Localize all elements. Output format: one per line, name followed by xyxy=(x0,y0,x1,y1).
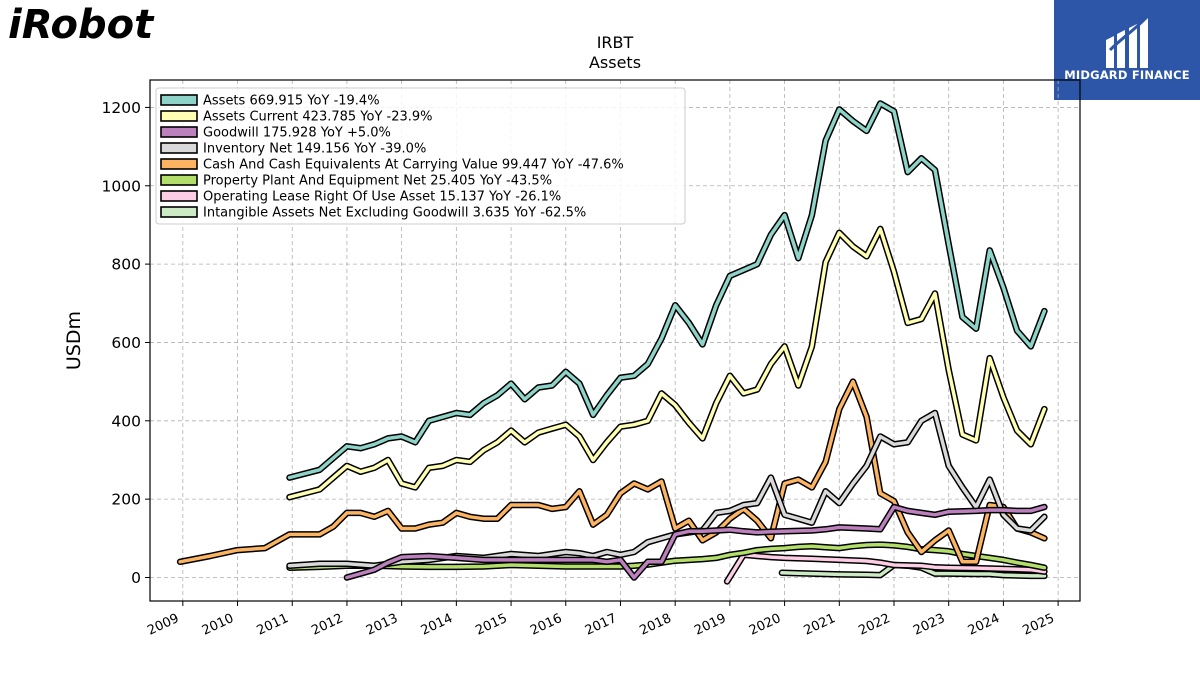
legend-item: Goodwill 175.928 YoY +5.0% xyxy=(160,126,391,141)
legend-label: Goodwill 175.928 YoY +5.0% xyxy=(203,126,391,141)
x-tick-label: 2012 xyxy=(309,611,345,639)
series-1 xyxy=(286,225,1048,501)
legend-label: Cash And Cash Equivalents At Carrying Va… xyxy=(203,158,624,173)
legend-item: Cash And Cash Equivalents At Carrying Va… xyxy=(160,158,624,173)
x-tick-label: 2011 xyxy=(255,611,291,639)
legend-swatch xyxy=(160,110,198,122)
series-line xyxy=(287,542,1047,570)
x-axis: 2009 2010 2011 2012 2013 2014 2015 2016 2017 2018… xyxy=(145,601,1059,639)
plot-frame xyxy=(149,79,1081,602)
y-tick-label: 800 xyxy=(111,256,141,274)
y-tick-label: 600 xyxy=(111,334,141,352)
y-axis: 0 200 400 600 800 1000 1200 xyxy=(102,99,150,587)
series-4 xyxy=(176,378,1048,566)
midgard-finance-logo-mark xyxy=(1106,14,1150,68)
legend-box xyxy=(155,87,686,225)
legend-item: Property Plant And Equipment Net 25.405 … xyxy=(160,174,552,189)
series-line xyxy=(287,101,1047,480)
x-tick-label: 2009 xyxy=(145,611,181,639)
legend-item: Assets 669.915 YoY -19.4% xyxy=(160,94,380,109)
series-line xyxy=(345,505,1047,580)
legend-swatch xyxy=(160,126,198,138)
y-tick-label: 0 xyxy=(131,569,141,587)
series-line xyxy=(287,411,1047,568)
legend-item: Operating Lease Right Of Use Asset 15.13… xyxy=(160,190,561,205)
legend-label: Intangible Assets Net Excluding Goodwill… xyxy=(203,206,586,221)
series-outline xyxy=(286,225,1048,501)
legend-item: Assets Current 423.785 YoY -23.9% xyxy=(160,110,433,125)
legend: Assets 669.915 YoY -19.4%Assets Current … xyxy=(155,87,686,225)
x-tick-label: 2017 xyxy=(583,611,619,639)
series-3 xyxy=(286,409,1048,569)
x-tick-label: 2024 xyxy=(966,611,1002,639)
legend-label: Operating Lease Right Of Use Asset 15.13… xyxy=(203,190,561,205)
irobot-logo: iRobot xyxy=(8,2,155,48)
y-tick-label: 400 xyxy=(111,412,141,430)
x-tick-label: 2019 xyxy=(692,611,728,639)
x-tick-label: 2023 xyxy=(911,611,947,639)
series-2 xyxy=(343,503,1048,581)
legend-label: Property Plant And Equipment Net 25.405 … xyxy=(203,174,552,189)
legend-item: Inventory Net 149.156 YoY -39.0% xyxy=(160,142,426,157)
x-tick-label: 2022 xyxy=(856,611,892,639)
legend-item: Intangible Assets Net Excluding Goodwill… xyxy=(160,206,586,221)
legend-label: Assets 669.915 YoY -19.4% xyxy=(203,94,380,109)
x-tick-label: 2020 xyxy=(747,611,783,639)
series-5 xyxy=(286,541,1048,571)
legend-swatch xyxy=(160,206,198,218)
chart-subtitle: Assets xyxy=(589,53,641,72)
x-tick-label: 2016 xyxy=(528,611,564,639)
series-line xyxy=(725,553,1047,584)
series-lines xyxy=(176,100,1048,585)
series-line xyxy=(178,379,1047,564)
midgard-finance-logo: MIDGARD FINANCE xyxy=(1054,0,1200,100)
legend-swatch xyxy=(160,174,198,186)
legend-swatch xyxy=(160,142,198,154)
y-axis-label: USDm xyxy=(63,311,85,370)
x-tick-label: 2025 xyxy=(1020,611,1056,639)
x-tick-label: 2010 xyxy=(200,611,236,639)
y-tick-label: 1200 xyxy=(102,99,141,117)
legend-swatch xyxy=(160,190,198,202)
x-tick-label: 2015 xyxy=(473,611,509,639)
series-0 xyxy=(286,100,1048,481)
legend-swatch xyxy=(160,158,198,170)
chart-title: IRBT xyxy=(597,33,634,52)
legend-label: Inventory Net 149.156 YoY -39.0% xyxy=(203,142,426,157)
x-tick-label: 2021 xyxy=(802,611,838,639)
series-6 xyxy=(723,551,1048,585)
x-tick-label: 2014 xyxy=(419,611,455,639)
legend-label: Assets Current 423.785 YoY -23.9% xyxy=(203,110,433,125)
irobot-logo-text: iRobot xyxy=(8,2,155,48)
y-tick-label: 200 xyxy=(111,491,141,509)
x-tick-label: 2018 xyxy=(638,611,674,639)
series-line xyxy=(287,227,1047,499)
y-tick-label: 1000 xyxy=(102,177,141,195)
legend-swatch xyxy=(160,94,198,106)
x-tick-label: 2013 xyxy=(364,611,400,639)
midgard-finance-logo-text: MIDGARD FINANCE xyxy=(1064,68,1190,82)
